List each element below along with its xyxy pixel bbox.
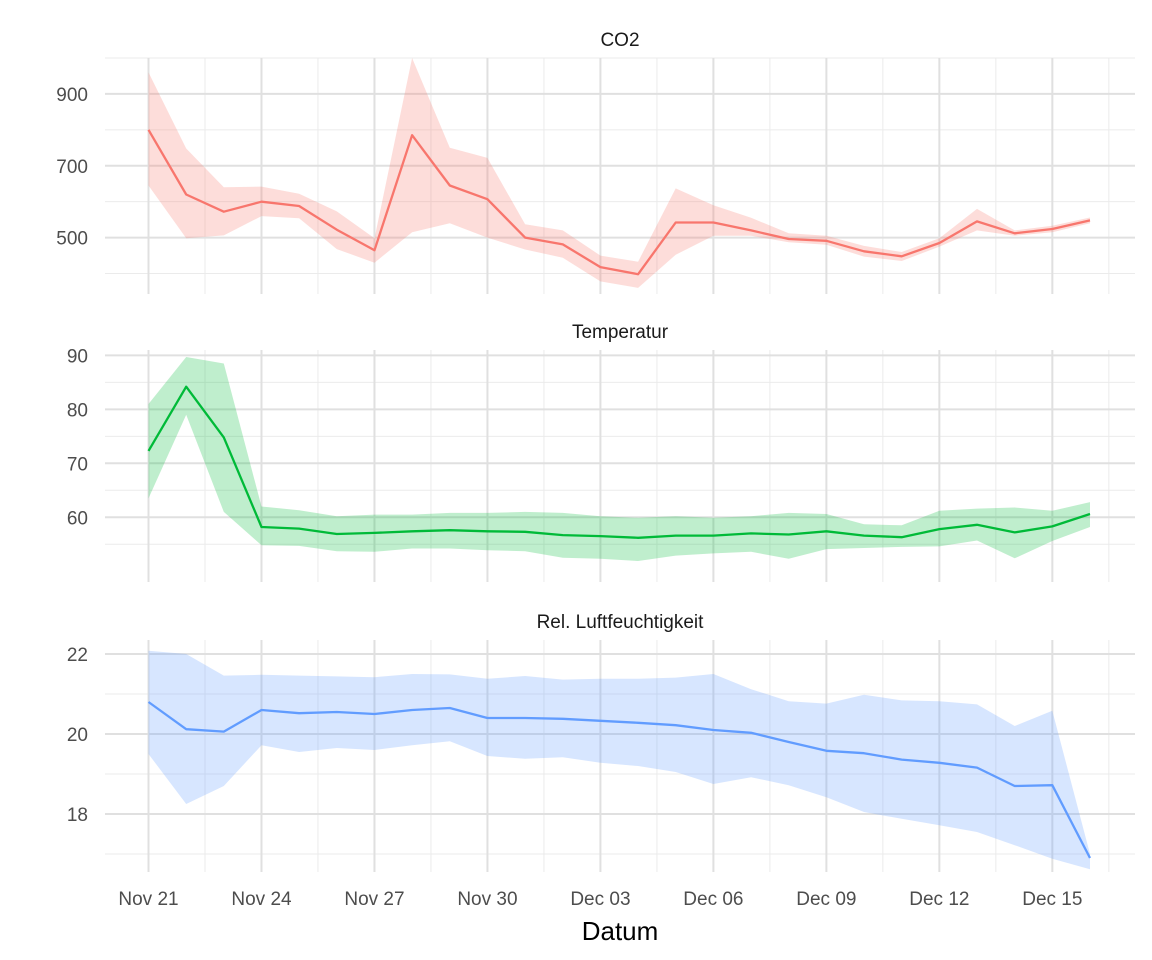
y-tick-label: 90 [67,346,88,367]
series-line [147,701,1092,859]
y-tick-label: 500 [56,229,88,250]
confidence-ribbon [148,58,1090,288]
panel-2: 18 20 22 Rel. Luftfeuchtigkeit [67,612,1135,872]
y-tick-label: 20 [67,725,88,746]
y-tick-label: 700 [56,157,88,178]
panel-title: Rel. Luftfeuchtigkeit [537,612,705,633]
panel-title: Temperatur [572,322,669,343]
x-tick-label: Nov 24 [231,889,292,910]
y-tick-label: 80 [67,400,88,421]
panel-1: 60 70 80 90 Temperatur [67,322,1135,582]
y-tick-label: 22 [67,645,88,666]
panel-title: CO2 [600,30,639,51]
x-tick-label: Dec 06 [683,889,743,910]
x-tick-label: Nov 30 [457,889,517,910]
x-tick-label: Dec 09 [796,889,856,910]
x-tick-label: Dec 15 [1022,889,1082,910]
series-line [147,129,1091,276]
x-tick-label: Dec 03 [570,889,630,910]
x-axis-title: Datum [582,916,659,946]
series-line [147,385,1091,539]
y-tick-label: 18 [67,805,88,826]
confidence-ribbon [148,650,1090,870]
panel-0: 500 700 900 CO2 [56,30,1135,294]
confidence-ribbon [148,357,1090,561]
x-tick-label: Nov 27 [344,889,404,910]
y-tick-label: 60 [67,508,88,529]
y-tick-label: 900 [56,85,88,106]
x-tick-label: Dec 12 [909,889,969,910]
y-tick-label: 70 [67,454,88,475]
x-tick-label: Nov 21 [118,889,178,910]
